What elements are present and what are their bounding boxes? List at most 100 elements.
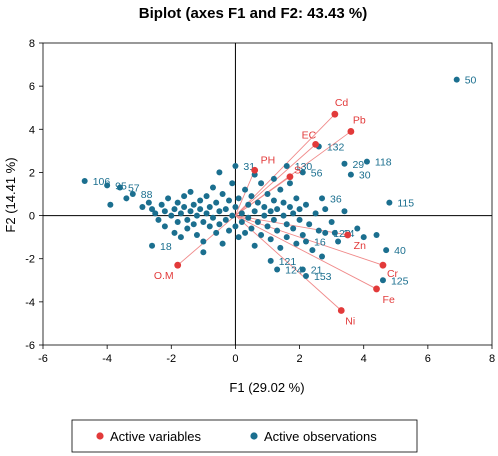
variable-label: PH [261, 154, 276, 166]
variable-arrow [235, 170, 256, 216]
y-axis-label: F2 (14.41 %) [3, 157, 18, 232]
observation-label: 56 [311, 167, 323, 179]
observation-point [161, 223, 168, 230]
y-tick-label: 0 [29, 211, 35, 223]
observation-point [161, 208, 168, 215]
observation-point [383, 247, 390, 254]
observation-point [171, 206, 178, 213]
observation-label: 124 [285, 265, 303, 277]
observation-point [267, 236, 274, 243]
legend-box [71, 419, 418, 453]
observation-point [248, 225, 255, 232]
observation-point [242, 229, 249, 236]
observation-point [81, 178, 88, 185]
observation-label: 125 [391, 275, 409, 287]
variable-label: S [294, 165, 301, 177]
observation-point [270, 197, 277, 204]
x-tick-label: -2 [166, 353, 176, 365]
observation-point [245, 214, 252, 221]
observation-point [190, 201, 197, 208]
observation-point [296, 216, 303, 223]
observation-point [270, 216, 277, 223]
observation-label: 115 [397, 198, 414, 210]
observation-point [155, 216, 162, 223]
y-tick-label: -4 [25, 297, 35, 309]
observation-point [261, 203, 268, 210]
observation-point [187, 188, 194, 195]
observation-point [187, 208, 194, 215]
plot-frame [42, 42, 493, 346]
observation-point [197, 206, 204, 213]
variable-arrow [235, 215, 377, 290]
variable-label: Fe [383, 294, 395, 306]
observation-label: 30 [359, 170, 371, 182]
observation-point [226, 227, 233, 234]
observation-point [193, 212, 200, 219]
observation-point [312, 210, 319, 217]
observation-point [152, 210, 159, 217]
variable-point [312, 140, 320, 148]
variable-point [379, 261, 387, 269]
observation-point [274, 266, 281, 273]
variable-arrow [235, 215, 342, 311]
variable-label: Cd [335, 97, 349, 109]
observation-point [193, 231, 200, 238]
observation-point [197, 197, 204, 204]
y-tick-label: 2 [29, 167, 35, 179]
observation-point [165, 195, 172, 202]
observation-point [254, 219, 261, 226]
observation-point [322, 206, 329, 213]
observation-point [299, 266, 306, 273]
observation-point [184, 216, 191, 223]
observation-point [319, 253, 326, 260]
x-tick-label: 6 [425, 353, 431, 365]
variable-arrow [235, 176, 291, 216]
x-tick-label: 2 [297, 353, 303, 365]
observation-label: 31 [243, 161, 255, 173]
observation-labels: 5013211829130563130106955788115364018121… [81, 75, 477, 287]
variable-point [337, 307, 345, 314]
observation-point [254, 199, 261, 206]
variable-point [347, 128, 355, 135]
observation-point [373, 231, 380, 238]
observation-point [238, 219, 245, 226]
observation-point [238, 210, 245, 217]
observation-point [177, 234, 184, 241]
observation-point [206, 203, 213, 210]
observation-point [200, 219, 207, 226]
observation-point [226, 197, 233, 204]
variable-point [251, 166, 259, 174]
observation-point [139, 203, 146, 210]
observation-point [158, 201, 165, 208]
observation-point [245, 201, 252, 208]
observation-point [248, 193, 255, 200]
y-tick-label: -2 [25, 254, 35, 266]
observation-point [347, 171, 354, 178]
observation-point [341, 160, 348, 167]
observation-point [267, 208, 274, 215]
observation-point [149, 206, 156, 213]
ticks-layer: -6 -4 -2 0 2 4 6 8 -6 -4 -2 0 2 4 6 8 [25, 38, 495, 365]
observation-point [222, 206, 229, 213]
variable-point [331, 110, 339, 118]
observation-point [229, 180, 236, 187]
observation-point [277, 186, 284, 193]
observation-point [219, 191, 226, 197]
observation-point [107, 201, 114, 208]
observation-point [309, 247, 316, 254]
observation-point [322, 229, 329, 236]
variable-point [286, 173, 294, 181]
observation-label: 121 [279, 256, 297, 268]
observation-label: 36 [330, 193, 342, 205]
observation-point [123, 195, 130, 202]
legend-label-variables: Active variables [110, 429, 202, 444]
observation-point [274, 227, 281, 234]
variable-arrow [177, 215, 236, 266]
observation-point [264, 191, 271, 197]
observation-point [290, 210, 297, 217]
observation-point [290, 225, 297, 232]
variable-label: Cr [387, 268, 399, 280]
observation-point [293, 240, 300, 247]
observation-point [258, 231, 265, 238]
